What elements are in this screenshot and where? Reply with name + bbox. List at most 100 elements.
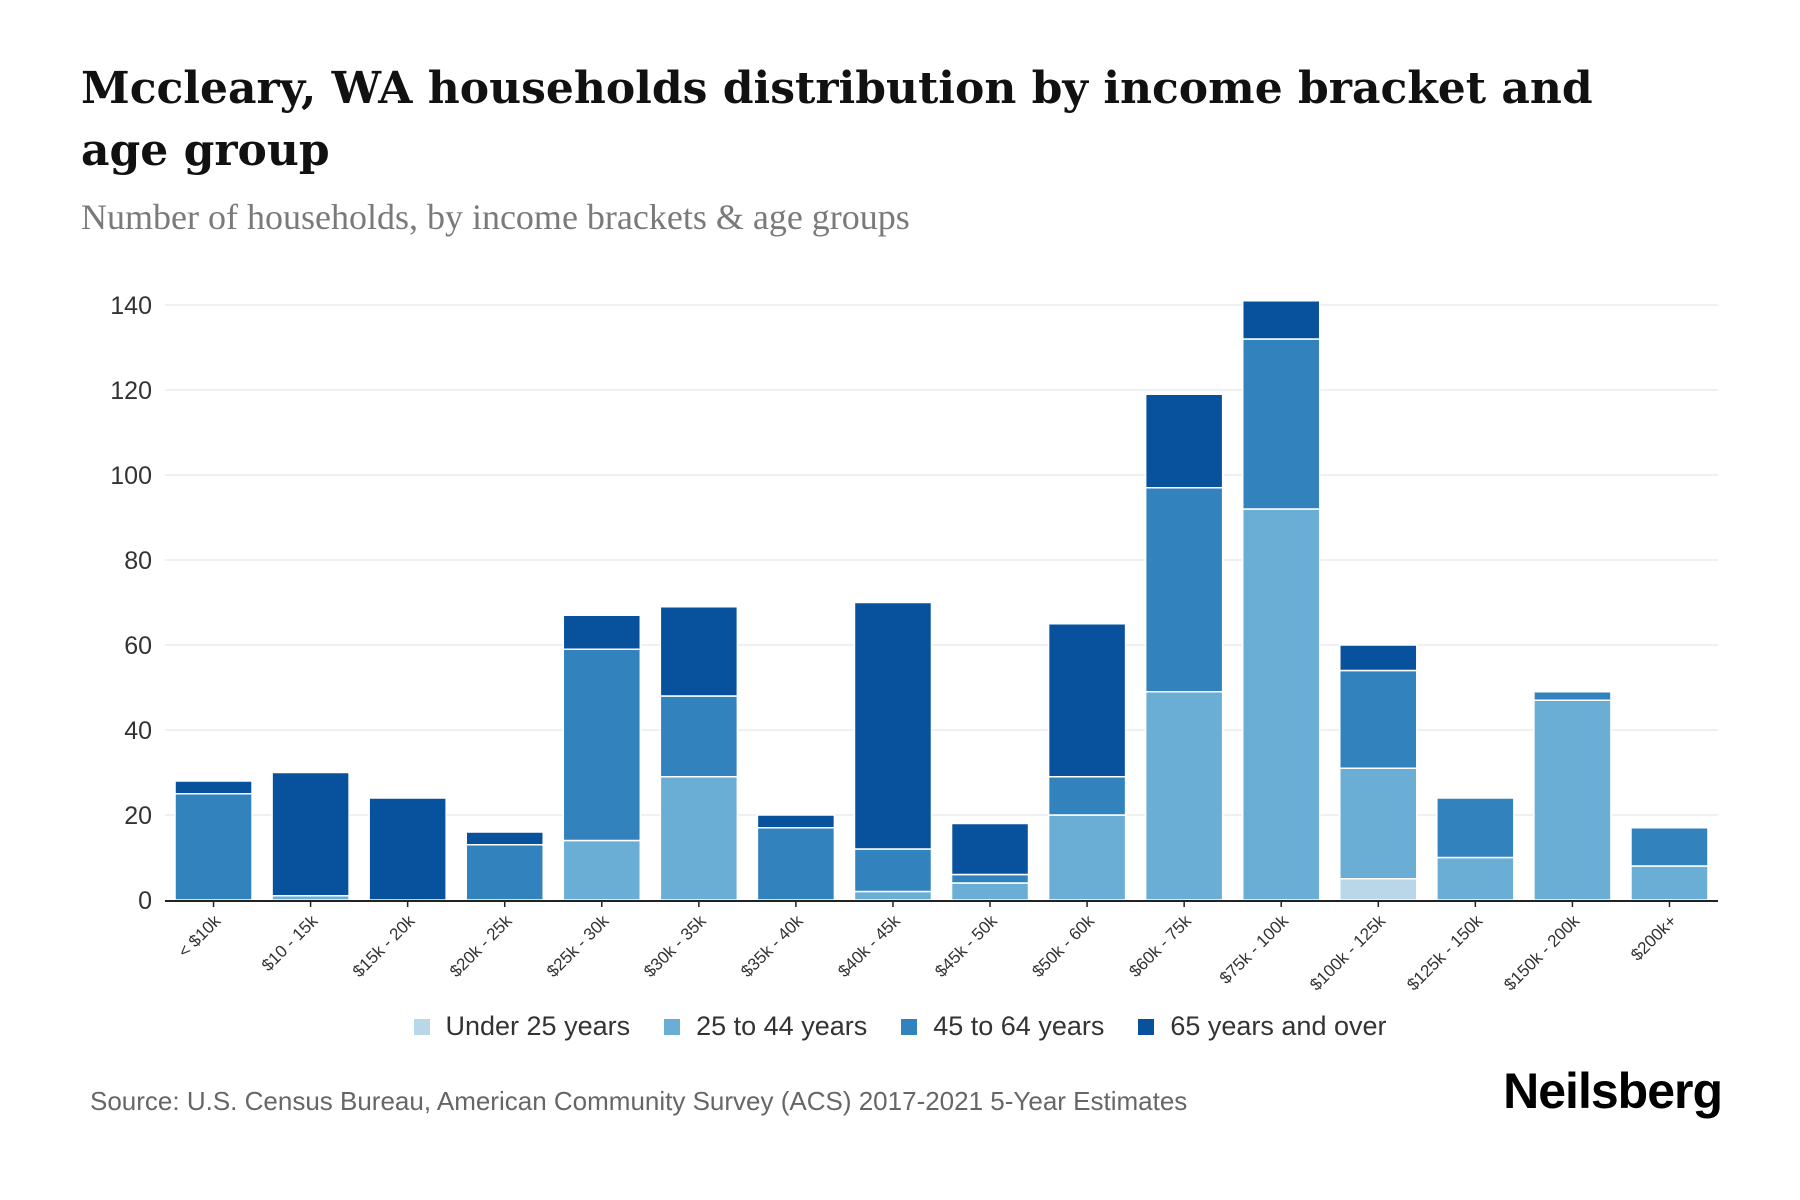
bar-segment bbox=[1144, 487, 1224, 693]
legend-swatch-icon bbox=[664, 1018, 681, 1035]
bar-segment bbox=[562, 839, 642, 901]
y-tick-label: 40 bbox=[124, 717, 152, 745]
y-tick-label: 60 bbox=[124, 632, 152, 660]
bar-segment bbox=[562, 614, 642, 650]
legend-swatch-icon bbox=[413, 1018, 430, 1035]
x-tick-label: $45k - 50k bbox=[931, 911, 1001, 981]
bar-segment bbox=[174, 793, 253, 901]
legend-item: 65 years and over bbox=[1138, 1011, 1387, 1042]
legend-swatch-icon bbox=[1138, 1018, 1155, 1035]
bar-segment bbox=[174, 780, 253, 795]
bar-stack bbox=[562, 614, 642, 901]
chart-title: Mccleary, WA households distribution by … bbox=[81, 63, 1593, 176]
bar-segment bbox=[853, 848, 933, 893]
legend-item: 45 to 64 years bbox=[901, 1011, 1104, 1042]
bar-stack bbox=[659, 606, 739, 901]
bar-segment bbox=[368, 797, 447, 901]
bar-stack bbox=[1047, 623, 1127, 901]
bars bbox=[174, 300, 1709, 901]
bar-segment bbox=[853, 601, 933, 850]
x-tick-label: $10 - 15k bbox=[258, 911, 322, 975]
bar-stack bbox=[1630, 827, 1709, 901]
bar-segment bbox=[756, 827, 836, 901]
bar-stack bbox=[1339, 644, 1418, 901]
bar-stack bbox=[1241, 300, 1321, 901]
y-tick-label: 20 bbox=[124, 802, 152, 830]
x-tick-label: $30k - 35k bbox=[640, 911, 710, 981]
bar-stack bbox=[853, 601, 933, 901]
legend-label: 25 to 44 years bbox=[696, 1011, 868, 1041]
legend-label: 65 years and over bbox=[1170, 1011, 1387, 1041]
x-tick-label: $125k - 150k bbox=[1403, 911, 1486, 994]
y-tick-label: 140 bbox=[110, 292, 152, 320]
x-axis: < $10k $10 - 15k $15k - 20k $20k - 25k $25k … bbox=[165, 900, 1718, 994]
bar-segment bbox=[659, 776, 739, 901]
x-tick-label: $25k - 30k bbox=[543, 911, 613, 981]
bar-segment bbox=[1630, 865, 1709, 901]
legend-label: Under 25 years bbox=[445, 1011, 631, 1041]
x-tick-label: $200k+ bbox=[1627, 911, 1680, 964]
bar-segment bbox=[1241, 300, 1321, 340]
bar-stack bbox=[465, 831, 544, 901]
y-tick-label: 80 bbox=[124, 547, 152, 575]
y-tick-label: 120 bbox=[110, 377, 152, 405]
bar-segment bbox=[1436, 797, 1515, 859]
legend-swatch-icon bbox=[901, 1018, 918, 1035]
x-tick-label: < $10k bbox=[174, 911, 224, 961]
bar-segment bbox=[465, 831, 544, 846]
bar-segment bbox=[1241, 338, 1321, 510]
bar-stack bbox=[1144, 393, 1224, 901]
gridlines bbox=[165, 304, 1718, 816]
bar-segment bbox=[1630, 827, 1709, 867]
y-axis: 0 20 40 60 80 100 120 140 bbox=[110, 292, 152, 915]
bar-stack bbox=[950, 822, 1030, 901]
x-tick-label: $75k - 100k bbox=[1216, 911, 1293, 988]
chart-subtitle: Number of households, by income brackets… bbox=[81, 197, 910, 237]
x-tick-label: $40k - 45k bbox=[834, 911, 904, 981]
legend-label: 45 to 64 years bbox=[933, 1011, 1105, 1041]
bar-segment bbox=[1533, 699, 1612, 901]
bar-segment bbox=[659, 695, 739, 778]
bar-segment bbox=[1144, 393, 1224, 489]
legend-item: Under 25 years bbox=[413, 1011, 631, 1042]
bar-segment bbox=[1241, 508, 1321, 901]
x-tick-label: $35k - 40k bbox=[737, 911, 807, 981]
bar-segment bbox=[853, 890, 933, 901]
bar-segment bbox=[950, 882, 1030, 901]
neilsberg-logo: Neilsberg bbox=[1503, 1063, 1723, 1119]
x-tick-label: $100k - 125k bbox=[1306, 911, 1389, 994]
bar-segment bbox=[756, 814, 836, 829]
legend: Under 25 years 25 to 44 years 45 to 64 yea… bbox=[0, 1011, 1800, 1042]
legend-item: 25 to 44 years bbox=[664, 1011, 867, 1042]
bar-stack bbox=[271, 771, 350, 901]
bar-segment bbox=[1047, 776, 1127, 816]
bar-segment bbox=[1339, 644, 1418, 672]
bar-stack bbox=[174, 780, 253, 901]
x-tick-label: $15k - 20k bbox=[349, 911, 419, 981]
x-tick-label: $60k - 75k bbox=[1125, 911, 1195, 981]
bar-stack bbox=[756, 814, 836, 901]
bar-segment bbox=[1436, 856, 1515, 901]
bar-stack bbox=[368, 797, 447, 901]
bar-segment bbox=[271, 771, 350, 897]
bar-segment bbox=[562, 648, 642, 842]
bar-segment bbox=[1047, 623, 1127, 778]
bar-segment bbox=[1339, 669, 1418, 769]
bar-segment bbox=[1339, 767, 1418, 880]
bar-segment bbox=[1144, 691, 1224, 901]
source-note: Source: U.S. Census Bureau, American Com… bbox=[90, 1086, 1188, 1116]
bar-segment bbox=[1047, 814, 1127, 901]
y-tick-label: 0 bbox=[138, 887, 152, 915]
bar-segment bbox=[465, 844, 544, 901]
bar-segment bbox=[1533, 691, 1612, 701]
bar-segment bbox=[950, 822, 1030, 876]
bar-stack bbox=[1436, 797, 1515, 901]
bar-segment bbox=[659, 606, 739, 697]
x-tick-label: $20k - 25k bbox=[446, 911, 516, 981]
bar-segment bbox=[1339, 878, 1418, 901]
y-tick-label: 100 bbox=[110, 462, 152, 490]
bar-stack bbox=[1533, 691, 1612, 901]
bar-segment bbox=[950, 873, 1030, 884]
x-tick-label: $50k - 60k bbox=[1028, 911, 1098, 981]
